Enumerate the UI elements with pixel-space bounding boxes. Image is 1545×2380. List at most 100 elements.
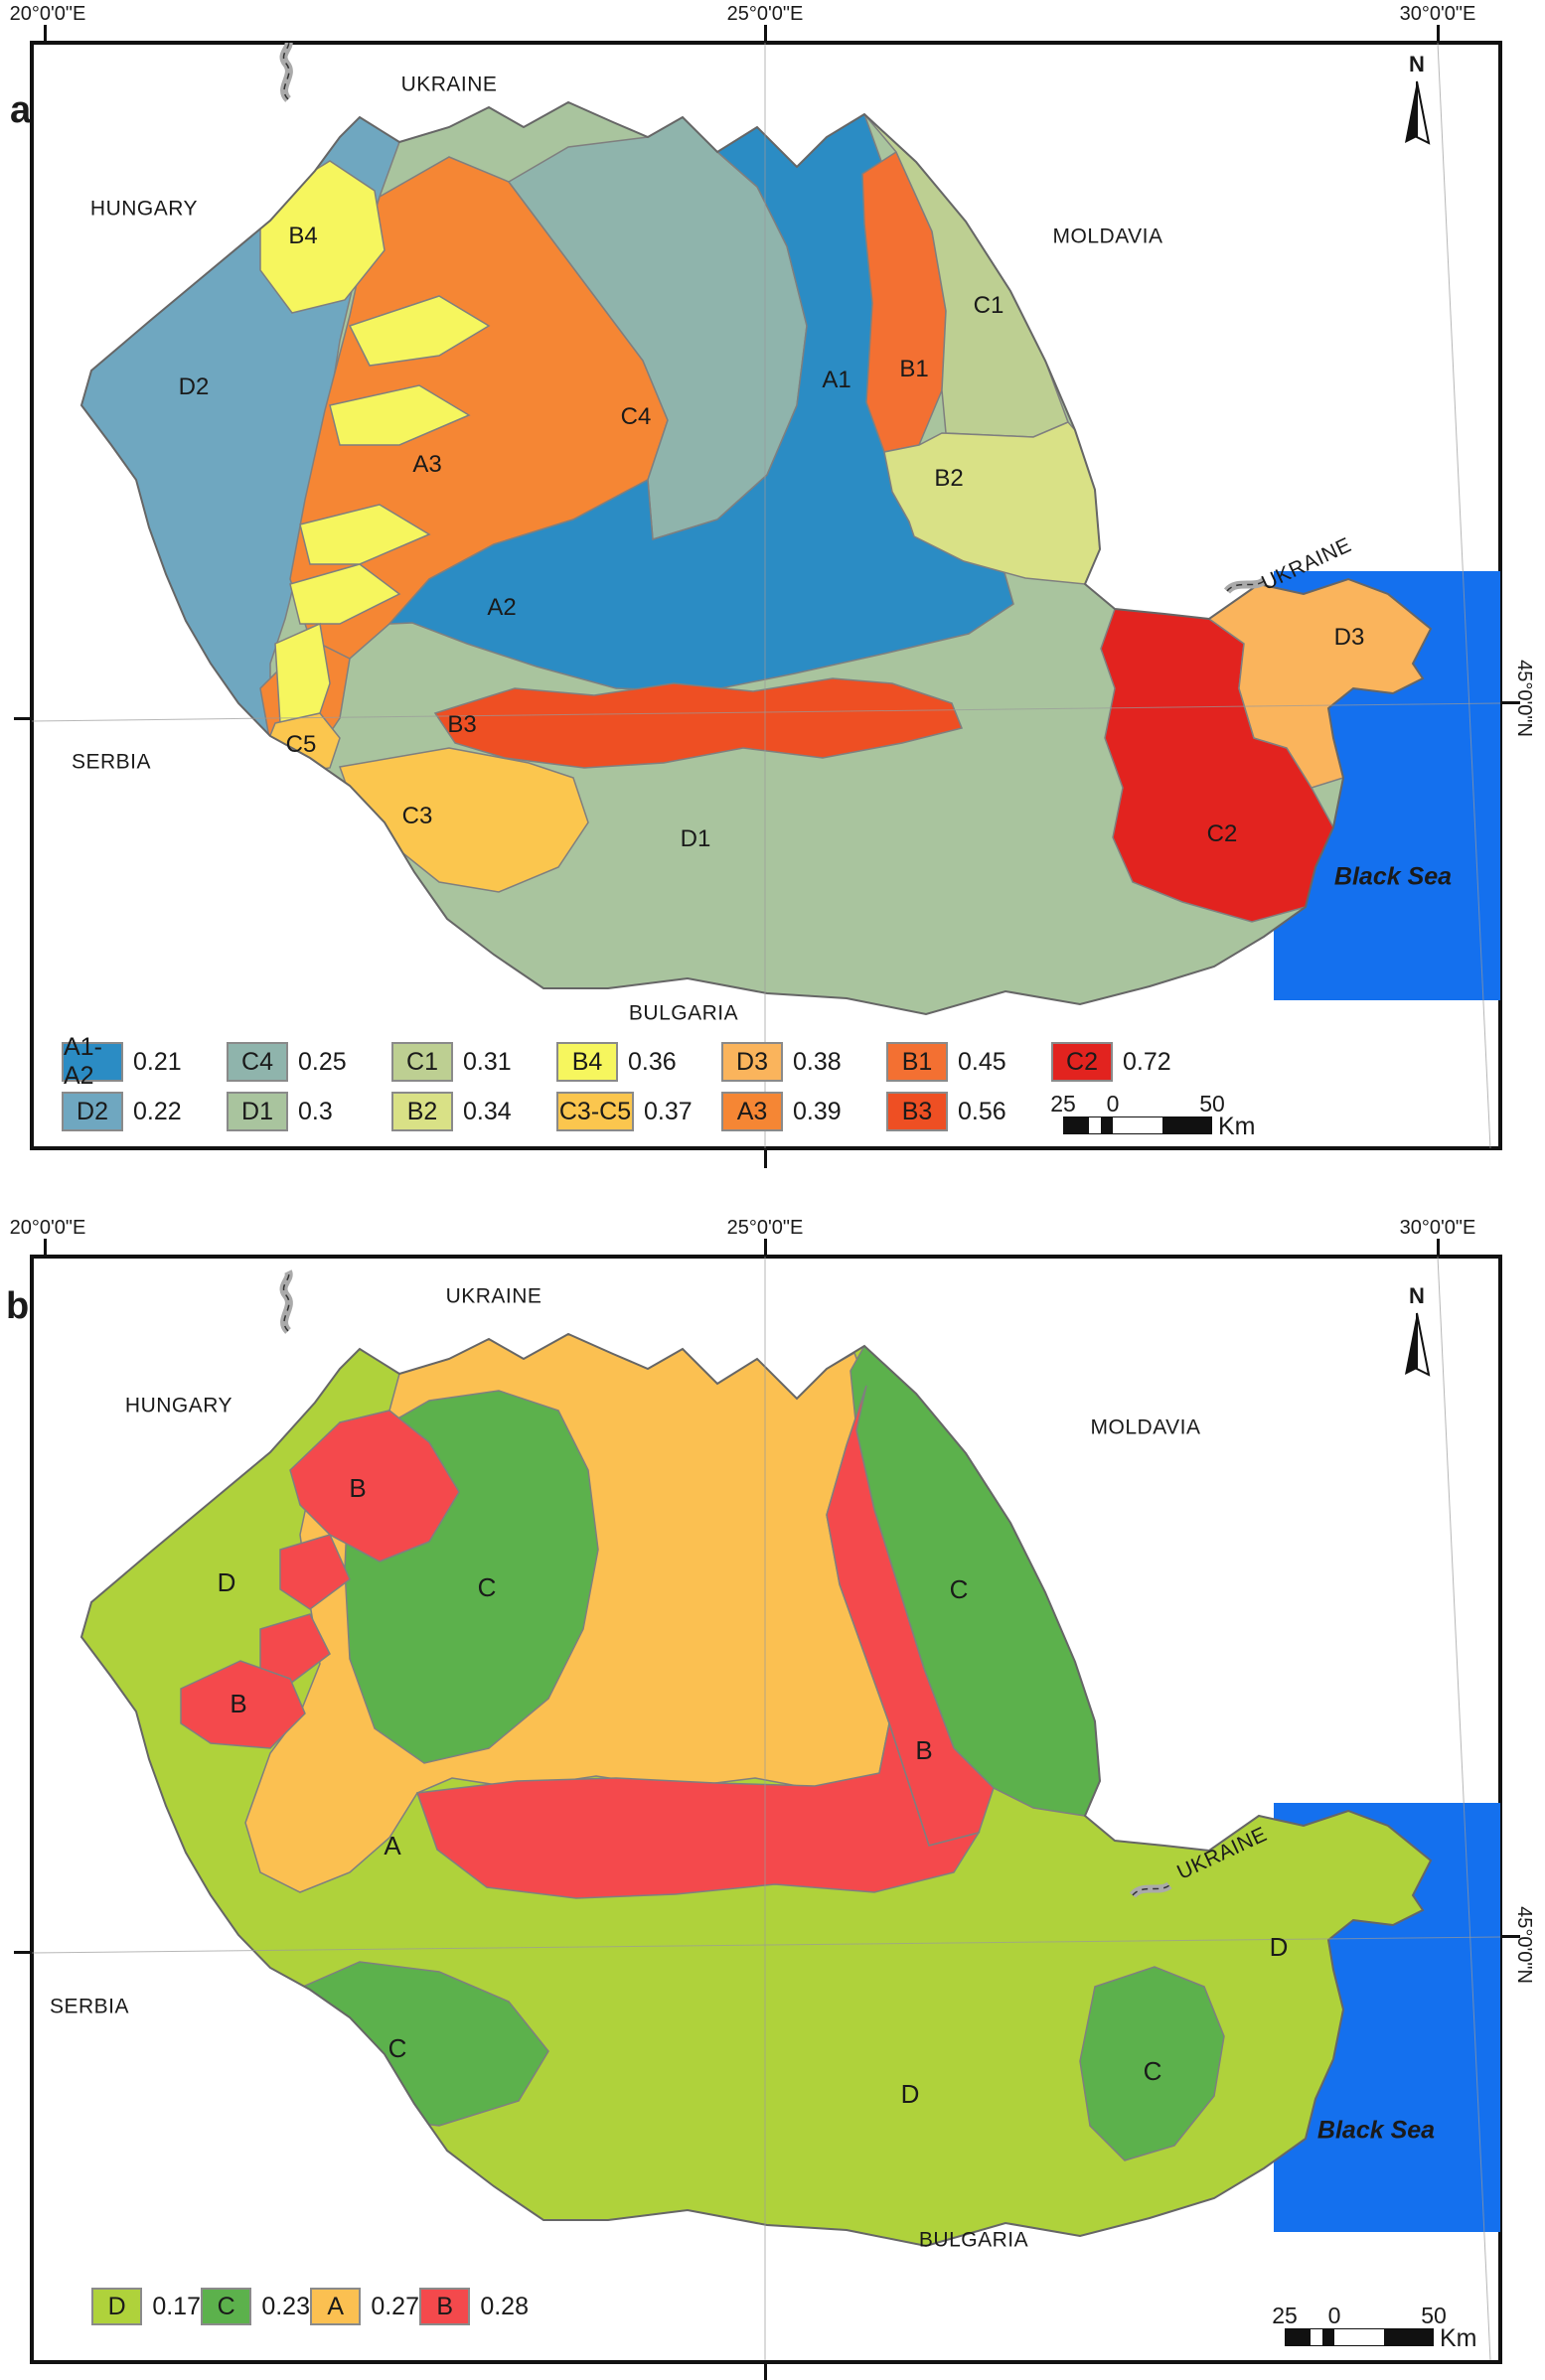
legend-item-c1: C1 0.31 (391, 1042, 556, 1082)
country-label-bulgaria-a: BULGARIA (628, 1001, 739, 1025)
tick-45n-left-a (14, 717, 32, 720)
tick-45n-right-a (1502, 701, 1520, 704)
region-path-b-b-west (180, 1660, 306, 1749)
legend-swatch-c3c5: C3-C5 (556, 1092, 634, 1131)
tick-45n-left-b (14, 1951, 32, 1954)
lat-label-45n-a: 45°0'0"N (1513, 660, 1535, 737)
map-label-c4: C4 (620, 403, 652, 430)
legend-item-b3: B3 0.56 (886, 1092, 1051, 1131)
border-pass-squiggle-nw-b-dash (282, 1270, 290, 1332)
legend-item-b4: B4 0.36 (556, 1042, 721, 1082)
scale-bar-segments-a (1063, 1116, 1212, 1134)
lon-label-25e-b: 25°0'0"E (726, 1217, 804, 1239)
scale-unit-b: Km (1440, 2324, 1477, 2352)
panel-a-tag: a (10, 89, 32, 131)
map-label-b-d-west: D (217, 1567, 236, 1597)
map-label-b-b-west: B (230, 1689, 247, 1718)
legend-swatch-b-d: D (91, 2288, 143, 2325)
lon-label-20e-a: 20°0'0"E (9, 3, 86, 25)
legend-item-b2: B2 0.34 (391, 1092, 556, 1131)
regions-b (81, 1334, 1431, 2246)
legend-swatch-b-a: A (310, 2288, 362, 2325)
border-pass-squiggle-nw-a (279, 43, 293, 102)
tick-30e-a (1437, 25, 1440, 43)
lat-label-45n-b: 45°0'0"N (1513, 1906, 1535, 1984)
north-arrow-b: N (1402, 1283, 1432, 1382)
map-label-b-c-central: C (477, 1572, 497, 1602)
map-label-c1: C1 (973, 292, 1004, 319)
map-label-b-c-south: C (387, 2033, 407, 2063)
legend-item-c2: C2 0.72 (1051, 1042, 1216, 1082)
map-label-b-c-se: C (1143, 2056, 1162, 2086)
map-label-b4: B4 (288, 223, 318, 249)
scale-right-b: 50 (1421, 2303, 1447, 2328)
lon-label-30e-a: 30°0'0"E (1399, 3, 1476, 25)
country-label-ukraine-b: UKRAINE (445, 1284, 542, 1308)
tick-30e-b (1437, 1239, 1440, 1257)
country-outline-a (79, 100, 1433, 1016)
scale-right-a: 50 (1199, 1091, 1225, 1116)
legend-item-b-a: A 0.27 (310, 2288, 419, 2325)
map-label-b1: B1 (899, 356, 929, 382)
panel-b-tag: b (6, 1285, 30, 1327)
map-label-b-a: A (384, 1831, 401, 1860)
legend-a: A1-A2 0.21 C4 0.25 C1 0.31 B4 0.36 D3 0.… (62, 1033, 1216, 1136)
legend-item-c4: C4 0.25 (227, 1042, 391, 1082)
north-arrow-label-a: N (1409, 52, 1425, 76)
tick-25e-top-a (764, 25, 767, 43)
sea-label-a: Black Sea (1333, 862, 1453, 891)
legend-swatch-c4: C4 (227, 1042, 288, 1082)
legend-swatch-b2: B2 (391, 1092, 453, 1131)
legend-swatch-d3: D3 (721, 1042, 783, 1082)
scale-unit-a: Km (1218, 1113, 1256, 1140)
legend-item-b-d: D 0.17 (91, 2288, 201, 2325)
map-label-c2: C2 (1206, 820, 1238, 847)
map-label-c3: C3 (401, 803, 433, 829)
legend-swatch-b1: B1 (886, 1042, 948, 1082)
map-canvas-b (32, 1257, 1500, 2361)
map-label-d1: D1 (680, 825, 711, 852)
map-label-b-b-north: B (349, 1473, 367, 1503)
map-label-b-c-ne: C (949, 1574, 969, 1604)
graticule-30e-b (1437, 1257, 1491, 2361)
map-label-b3: B3 (447, 711, 477, 738)
scale-zero-b: 0 (1327, 2303, 1341, 2328)
north-arrow-glyph-a (1405, 80, 1431, 145)
legend-swatch-a3: A3 (721, 1092, 783, 1131)
legend-swatch-b-b: B (419, 2288, 471, 2325)
country-label-moldavia-b: MOLDAVIA (1090, 1415, 1201, 1439)
map-canvas-a (32, 43, 1500, 1148)
legend-item-c3c5: C3-C5 0.37 (556, 1092, 721, 1131)
region-path-b4 (259, 160, 491, 745)
legend-item-b-c: C 0.23 (201, 2288, 310, 2325)
country-label-bulgaria-b: BULGARIA (918, 2228, 1029, 2252)
scale-bar-segments-b (1285, 2328, 1434, 2346)
border-pass-squiggle-se-b-dash (1132, 1884, 1170, 1896)
legend-swatch-b-c: C (201, 2288, 252, 2325)
legend-item-b1: B1 0.45 (886, 1042, 1051, 1082)
country-label-hungary-a: HUNGARY (89, 197, 199, 221)
border-pass-squiggle-nw-a-dash (282, 43, 290, 100)
north-arrow-a: N (1402, 52, 1432, 150)
map-label-a1: A1 (822, 367, 851, 393)
map-label-a2: A2 (487, 594, 517, 621)
sea-label-b: Black Sea (1316, 2116, 1436, 2145)
north-arrow-label-b: N (1409, 1283, 1425, 1308)
map-label-c5: C5 (285, 731, 317, 758)
country-label-serbia-b: SERBIA (49, 1995, 130, 2018)
graticule-30e-a (1437, 43, 1491, 1148)
legend-swatch-c1: C1 (391, 1042, 453, 1082)
graticule-45n-a (32, 702, 1500, 722)
tick-25e-top-b (764, 1239, 767, 1257)
region-path-b-c-se (1079, 1966, 1225, 2161)
map-label-b-d-south: D (900, 2079, 920, 2109)
north-arrow-glyph-b (1405, 1312, 1431, 1377)
scale-bar-b: 25 0 50 Km (1272, 2303, 1476, 2352)
region-path-c3 (338, 747, 589, 893)
border-pass-squiggle-se-a-dash (1226, 580, 1265, 592)
tick-20e-a (44, 25, 47, 43)
scale-bar-a: 25 0 50 Km (1050, 1091, 1255, 1140)
tick-25e-bottom-b (764, 2364, 767, 2380)
lon-label-30e-b: 30°0'0"E (1399, 1217, 1476, 1239)
legend-swatch-b4: B4 (556, 1042, 618, 1082)
